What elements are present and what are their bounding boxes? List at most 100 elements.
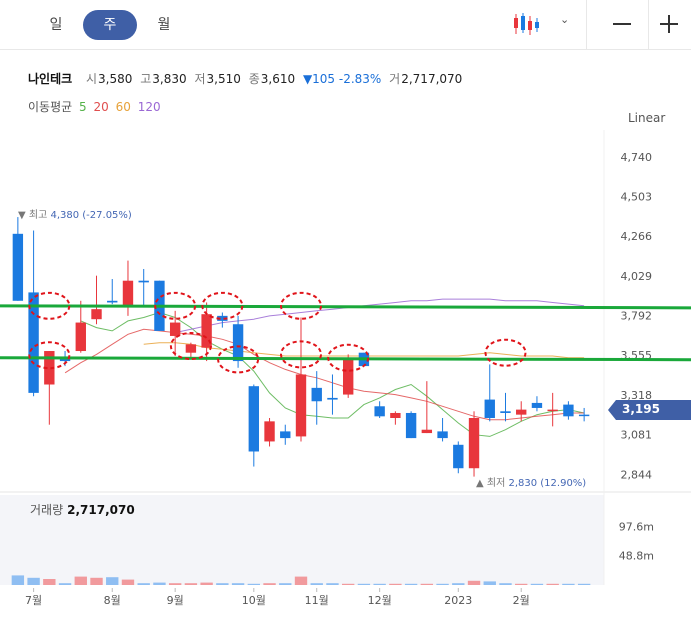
highlight-circle bbox=[169, 332, 212, 360]
stock-name: 나인테크 bbox=[28, 72, 73, 86]
volume-bar bbox=[247, 583, 261, 585]
candle-body bbox=[12, 233, 24, 301]
candle-body bbox=[122, 280, 134, 306]
divider bbox=[586, 0, 587, 50]
tab-monthly[interactable]: 월 bbox=[157, 17, 171, 33]
ma-5-line bbox=[80, 311, 585, 437]
volume-bar bbox=[43, 579, 56, 585]
highlight-circle bbox=[484, 338, 527, 367]
zoom-in-button[interactable] bbox=[653, 8, 685, 40]
volume-panel-label: 거래량 bbox=[30, 503, 64, 517]
x-tick-label: 10월 bbox=[242, 594, 266, 607]
volume-bar bbox=[279, 583, 292, 585]
chevron-down-icon[interactable]: ⌄ bbox=[560, 13, 570, 26]
volume-bar bbox=[137, 583, 150, 585]
price-tick-label: 3,792 bbox=[621, 310, 653, 323]
volume-bar bbox=[357, 583, 371, 585]
volume-bar bbox=[373, 583, 386, 585]
volume-bar bbox=[106, 577, 119, 585]
candle-body bbox=[201, 314, 212, 348]
ma-120-label[interactable]: 120 bbox=[137, 100, 161, 114]
candle-body bbox=[437, 431, 448, 439]
candle-body bbox=[421, 429, 433, 434]
volume-bar bbox=[577, 583, 591, 585]
volume-tick-label: 97.6m bbox=[619, 520, 654, 533]
volume-bar bbox=[263, 583, 276, 585]
open-value: 3,580 bbox=[98, 72, 133, 86]
price-tick-label: 4,029 bbox=[621, 270, 653, 283]
volume-bar bbox=[420, 583, 434, 585]
volume-bar bbox=[184, 583, 198, 585]
candle-body bbox=[547, 409, 558, 412]
stock-info: 나인테크 시3,580 고3,830 저3,510 종3,610 ▼105 -2… bbox=[28, 70, 462, 87]
moving-average-legend: 이동평균 5 20 60 120 bbox=[28, 98, 161, 115]
candle-body bbox=[311, 387, 322, 402]
candle-body bbox=[44, 351, 55, 385]
ma-legend-label: 이동평균 bbox=[28, 100, 73, 114]
volume-bar bbox=[74, 576, 87, 585]
ma-5-label[interactable]: 5 bbox=[79, 100, 87, 114]
min-annotation: ▲ 최저 2,830 (12.90%) bbox=[476, 474, 586, 489]
volume-bar bbox=[404, 583, 418, 585]
x-tick-label: 11월 bbox=[305, 594, 329, 607]
highlight-circle bbox=[280, 291, 322, 320]
volume-bar bbox=[294, 576, 308, 585]
x-tick-label: 2월 bbox=[513, 594, 530, 607]
candle-body bbox=[500, 411, 511, 413]
highlight-circle bbox=[217, 345, 260, 374]
volume-bar bbox=[121, 579, 135, 585]
ma-20-line bbox=[64, 328, 585, 421]
candle-body bbox=[327, 397, 338, 400]
price-tick-label: 3,318 bbox=[621, 389, 653, 402]
volume-bar bbox=[530, 583, 544, 585]
open-label: 시 bbox=[86, 72, 98, 86]
ma-20-label[interactable]: 20 bbox=[93, 100, 109, 114]
zoom-out-button[interactable] bbox=[606, 8, 638, 40]
volume-bar bbox=[168, 583, 182, 585]
volume-bar bbox=[200, 582, 213, 585]
candlestick-icon[interactable] bbox=[512, 12, 540, 36]
candle-body bbox=[169, 322, 181, 336]
volume-tick-label: 48.8m bbox=[619, 550, 654, 563]
highlight-circle bbox=[28, 291, 71, 320]
max-annotation: ▼ 최고 4,380 (-27.05%) bbox=[18, 206, 132, 221]
candle-body bbox=[484, 399, 495, 418]
current-price-value: 3,195 bbox=[622, 402, 660, 416]
tab-weekly[interactable]: 주 bbox=[83, 10, 137, 40]
high-label: 고 bbox=[140, 72, 152, 86]
volume-panel-bg bbox=[0, 495, 604, 585]
candle-body bbox=[342, 359, 354, 395]
volume-bar bbox=[90, 577, 103, 585]
volume-bar bbox=[11, 575, 25, 585]
min-label: ▲ 최저 bbox=[476, 478, 506, 489]
volume-bar bbox=[216, 583, 229, 585]
highlight-circle bbox=[327, 343, 370, 372]
ma-60-label[interactable]: 60 bbox=[115, 100, 131, 114]
max-value: 4,380 (-27.05%) bbox=[50, 210, 132, 221]
scale-selector[interactable]: Linear bbox=[628, 111, 666, 125]
max-label: ▼ 최고 bbox=[18, 210, 48, 221]
candle-body bbox=[295, 374, 307, 437]
volume-bar bbox=[546, 583, 559, 585]
x-tick-label: 2023 bbox=[444, 594, 472, 607]
volume-bar bbox=[341, 583, 355, 585]
volume-bar bbox=[452, 583, 465, 585]
highlight-circle bbox=[154, 291, 197, 320]
volume-panel-title: 거래량 2,717,070 bbox=[30, 501, 135, 518]
candle-body bbox=[264, 421, 275, 442]
highlight-circle bbox=[201, 291, 244, 320]
volume-bar bbox=[27, 577, 40, 585]
volume-panel-value: 2,717,070 bbox=[67, 503, 135, 517]
price-tick-label: 4,266 bbox=[621, 230, 653, 243]
candle-body bbox=[248, 386, 260, 452]
volume-bar bbox=[467, 580, 481, 585]
volume-bar bbox=[515, 583, 528, 585]
close-value: 3,610 bbox=[260, 72, 296, 86]
tab-daily[interactable]: 일 bbox=[49, 17, 63, 33]
divider bbox=[648, 0, 649, 50]
x-tick-label: 9월 bbox=[167, 594, 184, 607]
price-chart[interactable]: 4,7404,5034,2664,0293,7923,5553,3183,081… bbox=[0, 130, 691, 617]
top-toolbar: 일 주 월 ⌄ bbox=[0, 0, 691, 50]
candle-body bbox=[107, 300, 118, 303]
volume-bar bbox=[153, 582, 166, 585]
